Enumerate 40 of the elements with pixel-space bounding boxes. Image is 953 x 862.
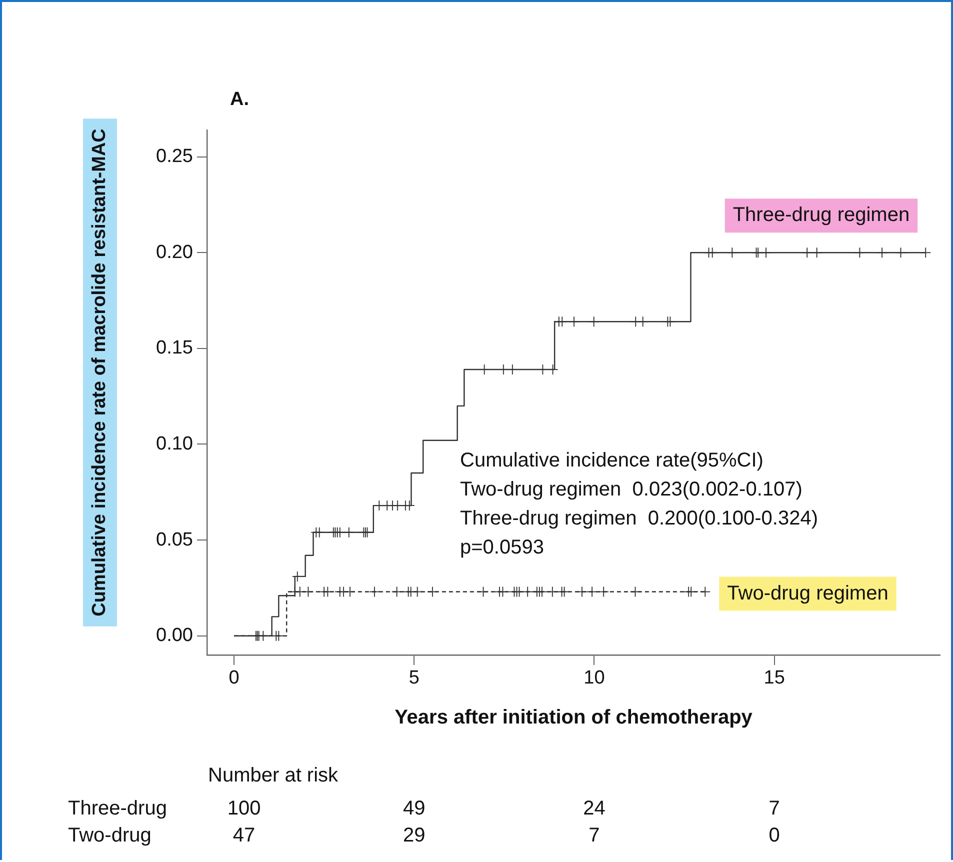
text: Three-drug <box>68 798 167 820</box>
text: 7 <box>768 798 780 820</box>
point <box>558 586 570 598</box>
point <box>273 630 284 642</box>
point <box>700 586 711 598</box>
point <box>536 586 548 598</box>
y-tick-label: 0.20 <box>156 242 193 263</box>
series-label: Two-drug regimen <box>727 582 888 604</box>
point <box>368 586 380 598</box>
text: 49 <box>402 798 426 820</box>
y-tick-label: 0.10 <box>156 433 193 454</box>
x-tick-label: 10 <box>584 668 605 689</box>
text: 47 <box>232 824 256 847</box>
text: 100 <box>227 798 261 820</box>
annotation: Three-drug regimen 0.200(0.100-0.324) <box>460 508 818 530</box>
y-axis-title: Cumulative incidence rate of macrolide resistant-MAC <box>89 128 110 616</box>
text: Two-drug <box>68 824 152 847</box>
y-tick-label: 0.25 <box>156 146 193 168</box>
y-tick-label: 0.15 <box>156 338 193 359</box>
x-tick-label: 15 <box>764 668 785 689</box>
series-label: Three-drug regimen <box>732 204 910 226</box>
chart-title: A. <box>230 89 249 110</box>
x-tick-label: 0 <box>228 668 240 689</box>
text: 24 <box>583 798 606 820</box>
y-tick-label: 0.05 <box>156 529 193 550</box>
x-tick-label: 5 <box>408 668 420 689</box>
text: 7 <box>588 824 600 847</box>
text: 29 <box>402 824 426 847</box>
x-axis-title: Years after initiation of chemotherapy <box>394 706 754 729</box>
point <box>586 586 598 598</box>
point <box>522 586 534 598</box>
point <box>412 586 423 598</box>
y-tick-label: 0.00 <box>156 625 193 646</box>
text: Number at risk <box>208 764 340 787</box>
text: 0 <box>768 824 780 847</box>
point <box>686 586 697 598</box>
point <box>598 586 610 598</box>
annotation: p=0.0593 <box>460 536 544 559</box>
annotation: Two-drug regimen 0.023(0.002-0.107) <box>460 478 802 501</box>
annotation: Cumulative incidence rate(95%CI) <box>460 450 764 472</box>
